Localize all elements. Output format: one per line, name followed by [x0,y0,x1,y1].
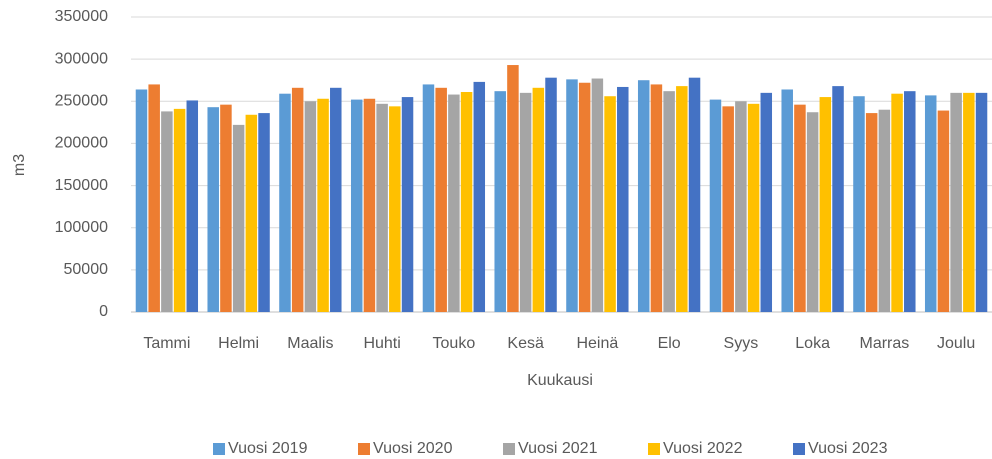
bar [173,108,186,312]
bar [975,92,988,312]
y-tick-label: 200000 [55,135,108,152]
bar [566,79,578,312]
y-axis-title: m3 [11,154,28,176]
bar [891,93,903,312]
bar [617,86,629,312]
legend-swatch [648,443,660,455]
legend-swatch [358,443,370,455]
x-tick-label: Tammi [143,335,190,352]
bar [389,106,401,312]
bar [401,97,414,312]
y-tick-label: 300000 [55,50,108,67]
bar [747,103,760,312]
bar [532,87,545,312]
legend-swatch [793,443,805,455]
bar [963,92,975,312]
bar [819,97,832,312]
bar [435,87,447,312]
bar [591,78,604,313]
bar [853,96,865,312]
legend-label: Vuosi 2020 [373,440,453,457]
x-tick-label: Joulu [937,335,975,352]
bar [304,101,317,313]
x-tick-label: Touko [433,335,476,352]
x-tick-label: Huhti [363,335,400,352]
bar [937,110,950,312]
y-tick-label: 250000 [55,93,108,110]
y-tick-label: 100000 [55,219,108,236]
bar [473,81,486,313]
bar [363,98,376,312]
legend-swatch [503,443,515,455]
bar [291,87,304,312]
bar [578,82,591,312]
legend-swatch [213,443,225,455]
legend-label: Vuosi 2023 [808,440,888,457]
bar [794,104,806,313]
bar [806,112,819,312]
bar [832,86,844,312]
bar [950,92,962,312]
bar [330,87,342,312]
y-tick-label: 50000 [64,261,109,278]
bar [161,111,173,313]
bar [924,95,937,312]
bar [878,109,891,312]
bar [519,92,532,312]
bar [865,113,878,312]
legend-label: Vuosi 2019 [228,440,308,457]
bar [650,84,663,312]
legend-label: Vuosi 2022 [663,440,743,457]
x-tick-label: Helmi [218,335,259,352]
bar [904,91,916,313]
legend-label: Vuosi 2021 [518,440,598,457]
bar [663,91,675,313]
x-tick-label: Marras [859,335,909,352]
x-tick-label: Elo [658,335,681,352]
bar [760,92,773,312]
bar [376,103,388,312]
bar [148,84,160,312]
bar [220,104,232,313]
bar [317,98,329,312]
bar [279,93,291,312]
bar [781,89,793,312]
bar [494,91,506,313]
bar [507,65,519,313]
bar [350,99,363,312]
bar [545,77,557,312]
x-tick-label: Loka [795,335,830,352]
bar [709,99,722,312]
y-tick-label: 0 [99,303,108,320]
y-tick-label: 350000 [55,8,108,25]
y-tick-label: 150000 [55,177,108,194]
bar [735,101,747,313]
bar [604,96,616,312]
bar [232,124,245,312]
x-tick-label: Syys [724,335,759,352]
bar [722,106,734,312]
bar [460,92,473,312]
bar [186,100,199,312]
bar [422,84,435,312]
x-tick-label: Heinä [576,335,618,352]
bar [207,107,219,312]
x-tick-label: Maalis [287,335,333,352]
x-axis-title: Kuukausi [527,372,593,389]
bar [448,94,460,313]
bar [258,113,270,312]
bar [676,86,688,312]
bar [637,80,650,312]
x-tick-label: Kesä [507,335,544,352]
bar [688,77,701,312]
bar [135,89,148,312]
bar [245,114,258,313]
